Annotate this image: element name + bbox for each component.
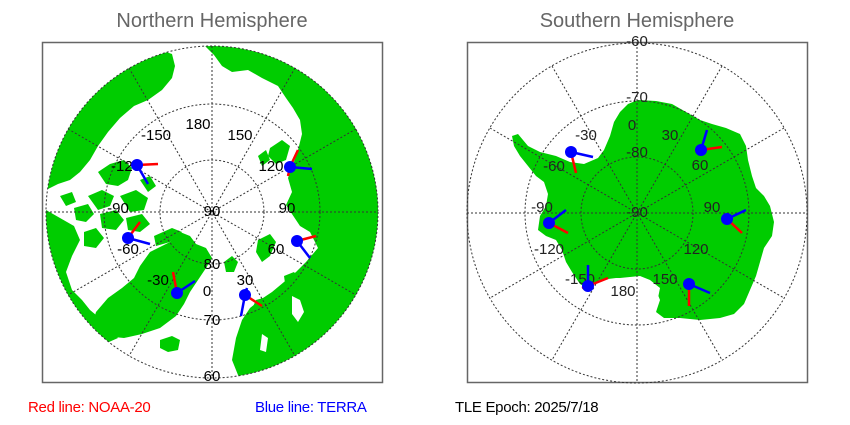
lon-label: 180 (185, 116, 210, 133)
lon-label: -150 (141, 127, 171, 144)
station-marker (239, 287, 263, 317)
south-stations (543, 129, 747, 306)
south-graticule (466, 42, 808, 384)
station-marker (131, 159, 159, 185)
lat-label: -70 (626, 89, 648, 106)
lon-label: 0 (628, 117, 636, 134)
legend-red-noaa20: Red line: NOAA-20 (28, 399, 151, 416)
lon-label: -60 (543, 158, 565, 175)
station-marker (565, 146, 594, 174)
tle-epoch: TLE Epoch: 2025/7/18 (455, 399, 599, 416)
lon-label: 120 (683, 241, 708, 258)
station-marker (581, 265, 609, 292)
station-marker (721, 208, 747, 234)
station-marker (171, 271, 196, 299)
north-title: Northern Hemisphere (116, 10, 308, 32)
lat-label: -80 (626, 144, 648, 161)
lon-label: 0 (203, 283, 211, 300)
lat-label: -60 (626, 33, 648, 50)
lon-label: 90 (704, 199, 721, 216)
station-marker (543, 209, 569, 235)
north-map: 90 80 70 60 180 150 120 90 60 30 0 -30 -… (41, 41, 384, 385)
station-marker (122, 221, 151, 246)
north-stations (122, 149, 317, 317)
south-title: Southern Hemisphere (539, 10, 735, 32)
lon-label: -90 (107, 200, 129, 217)
lon-label: 180 (610, 283, 635, 300)
north-lat-labels: 90 80 70 60 (204, 203, 221, 385)
lon-label: -120 (534, 241, 564, 258)
lon-label: 120 (258, 158, 283, 175)
lon-label: -90 (531, 199, 553, 216)
station-marker (291, 234, 317, 259)
lon-label: -60 (117, 241, 139, 258)
lat-label: -90 (626, 204, 648, 221)
south-land (512, 100, 774, 320)
station-marker (284, 149, 313, 177)
lat-label: 80 (204, 256, 221, 273)
lon-label: 30 (662, 127, 679, 144)
lon-label: 60 (268, 241, 285, 258)
station-marker (683, 278, 711, 306)
lon-label: 90 (279, 200, 296, 217)
lon-label: -30 (147, 272, 169, 289)
south-lat-labels: -90 -80 -70 -60 (626, 33, 648, 221)
lon-label: 60 (692, 157, 709, 174)
north-graticule (45, 45, 379, 379)
south-map: -90 -80 -70 -60 0 30 60 90 120 150 180 -… (466, 33, 809, 384)
north-lon-labels: 180 150 120 90 60 30 0 -30 -60 -90 -120 … (107, 116, 295, 300)
station-marker (694, 129, 723, 156)
lat-label: 90 (204, 203, 221, 220)
legend-blue-terra: Blue line: TERRA (255, 399, 367, 416)
lat-label: 70 (204, 312, 221, 329)
lon-label: -30 (575, 127, 597, 144)
lon-label: 30 (237, 272, 254, 289)
lon-label: 150 (652, 271, 677, 288)
lat-label: 60 (204, 368, 221, 385)
lon-label: 150 (227, 127, 252, 144)
